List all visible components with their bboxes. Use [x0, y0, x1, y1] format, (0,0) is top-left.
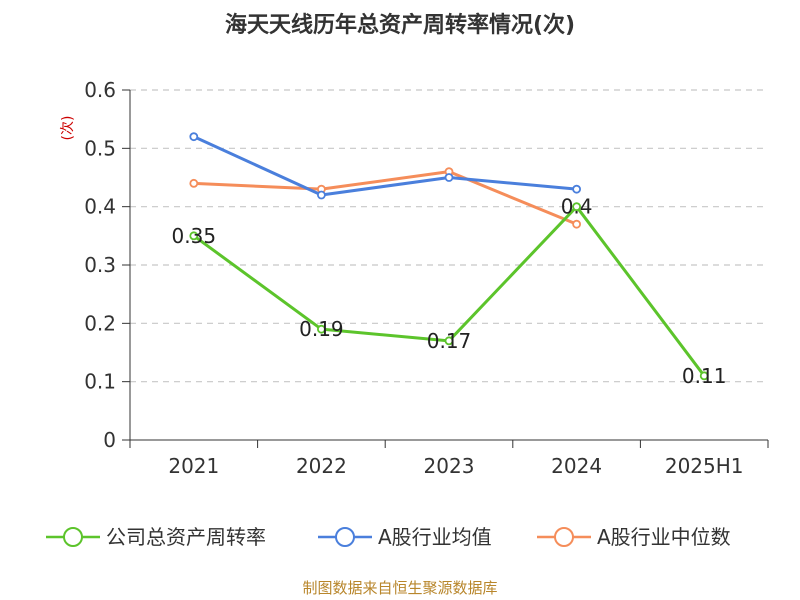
data-label: 0.4	[561, 195, 593, 219]
y-tick-label: 0.6	[84, 78, 116, 102]
y-tick-label: 0.2	[84, 311, 116, 335]
data-point	[572, 219, 581, 229]
data-point	[699, 371, 709, 381]
axes: 0 0.1 0.2 0.3 0.4 0.5 0.6 2021 2022 2023 2024 2025H…	[84, 78, 769, 478]
grid	[130, 89, 768, 383]
data-label: 0.19	[299, 317, 344, 341]
y-tick-label: 0.1	[84, 370, 116, 394]
data-point	[572, 184, 581, 194]
data-point	[444, 173, 454, 182]
data-point	[444, 336, 454, 346]
data-point	[572, 202, 581, 212]
legend-marker	[554, 527, 574, 547]
x-tick-label: 2021	[168, 454, 219, 478]
legend-marker	[63, 527, 83, 547]
data-label: 0.35	[172, 224, 217, 248]
x-tick-label: 2024	[551, 454, 602, 478]
y-tick-label: 0.3	[84, 253, 116, 277]
legend-marker	[335, 527, 355, 547]
x-tick-label: 2025H1	[665, 454, 744, 478]
series	[189, 132, 709, 381]
x-tick-label: 2023	[424, 454, 475, 478]
data-point	[316, 190, 326, 200]
y-tick-label: 0.4	[84, 195, 116, 219]
y-axis-unit: (次)	[60, 116, 76, 141]
x-tick-label: 2022	[296, 454, 347, 478]
data-point	[189, 231, 199, 241]
data-labels: 0.35 0.19 0.17 0.4 0.11	[172, 195, 727, 388]
data-label: 0.11	[682, 364, 727, 388]
series-line-2	[193, 170, 578, 226]
data-point	[189, 178, 199, 188]
data-label: 0.17	[427, 329, 472, 353]
series-line-1	[193, 135, 577, 197]
legend-label: A股行业均值	[378, 525, 492, 549]
y-tick-label: 0	[103, 428, 116, 452]
chart-title: 海天天线历年总资产周转率情况(次)	[225, 12, 575, 38]
legend: 公司总资产周转率 A股行业均值 A股行业中位数	[46, 525, 731, 549]
legend-label: A股行业中位数	[597, 525, 731, 549]
data-point	[316, 324, 326, 334]
y-tick-label: 0.5	[84, 136, 116, 160]
source-note: 制图数据来自恒生聚源数据库	[302, 579, 497, 597]
legend-label: 公司总资产周转率	[106, 525, 266, 549]
data-point	[189, 132, 199, 142]
